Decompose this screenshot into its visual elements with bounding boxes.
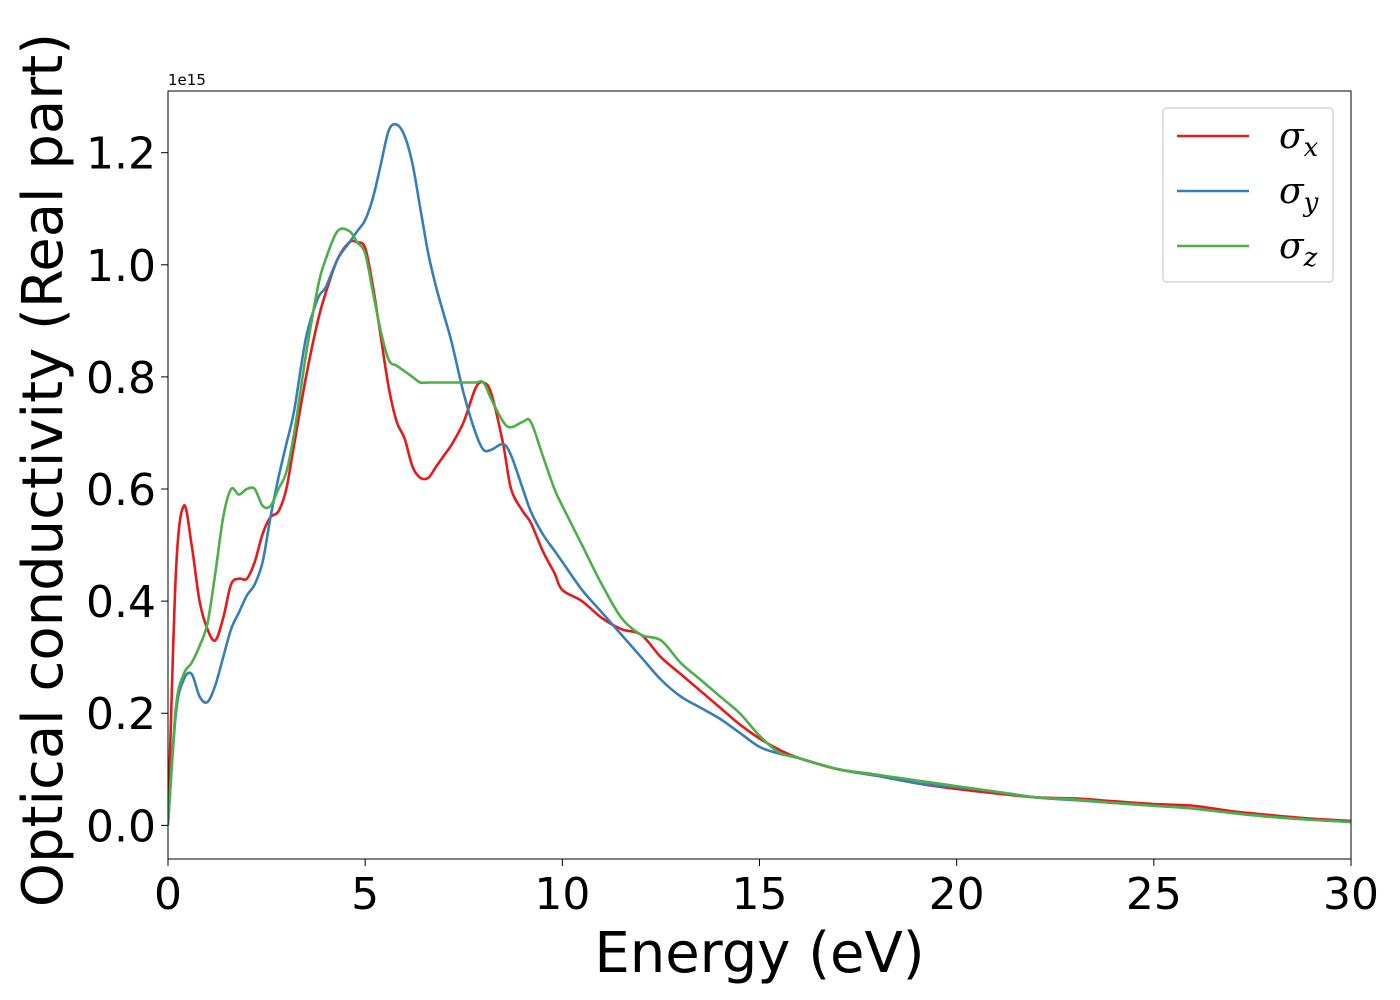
legend: σx σy σz <box>1162 107 1334 283</box>
x-tick-label: 25 <box>1126 869 1182 920</box>
x-tick-label: 10 <box>534 869 590 920</box>
legend-label-z: σz <box>1279 226 1318 273</box>
y-tick-label: 0.0 <box>86 801 156 852</box>
x-tick-label: 30 <box>1323 869 1379 920</box>
y-axis-ticks: 0.0 0.2 0.4 0.6 0.8 1.0 1.2 <box>86 129 168 852</box>
x-tick-label: 20 <box>929 869 985 920</box>
y-tick-label: 0.4 <box>86 577 156 628</box>
y-axis-title: Optical conductivity (Real part) <box>11 33 76 907</box>
series-layer <box>168 122 1351 826</box>
series-line-z <box>168 227 1351 826</box>
y-tick-label: 1.0 <box>86 241 156 292</box>
x-axis-title: Energy (eV) <box>594 921 924 986</box>
x-tick-label: 5 <box>351 869 379 920</box>
y-tick-label: 0.2 <box>86 689 156 740</box>
x-tick-label: 0 <box>154 869 182 920</box>
x-tick-label: 15 <box>732 869 788 920</box>
legend-label-y: σy <box>1279 171 1319 218</box>
x-axis-ticks: 0 5 10 15 20 25 30 <box>154 859 1379 920</box>
legend-label-x: σx <box>1279 116 1319 163</box>
y-tick-label: 1.2 <box>86 129 156 180</box>
y-tick-label: 0.8 <box>86 353 156 404</box>
y-tick-label: 0.6 <box>86 465 156 516</box>
y-offset-text: 1e15 <box>168 71 206 89</box>
legend-box <box>1162 107 1334 283</box>
